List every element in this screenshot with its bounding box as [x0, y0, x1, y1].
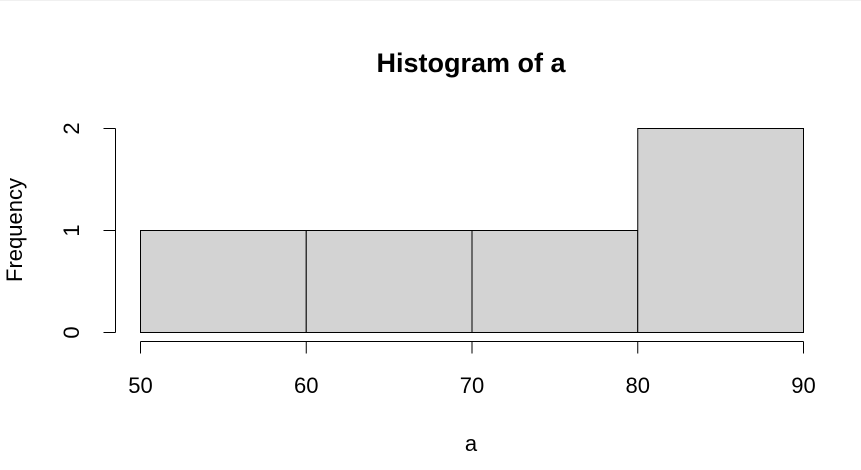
x-tick-label-70: 70	[460, 373, 484, 398]
x-axis: 50 60 70 80 90	[128, 341, 816, 398]
bars-group	[140, 128, 804, 333]
histogram-bar-1	[140, 230, 307, 333]
top-border-line	[0, 0, 861, 1]
histogram-bar-4	[637, 128, 804, 333]
y-axis-label: Frequency	[2, 178, 27, 282]
x-tick-label-60: 60	[294, 373, 318, 398]
y-tick-label-1: 1	[59, 224, 84, 236]
chart-title: Histogram of a	[376, 48, 566, 78]
x-tick-label-50: 50	[128, 373, 152, 398]
x-tick-label-80: 80	[626, 373, 650, 398]
y-axis: 0 1 2	[59, 122, 116, 339]
y-tick-label-2: 2	[59, 122, 84, 134]
x-tick-label-90: 90	[791, 373, 815, 398]
x-axis-label: a	[465, 431, 478, 456]
y-tick-label-0: 0	[59, 326, 84, 338]
histogram-bar-3	[471, 230, 639, 333]
histogram-bar-2	[305, 230, 473, 333]
